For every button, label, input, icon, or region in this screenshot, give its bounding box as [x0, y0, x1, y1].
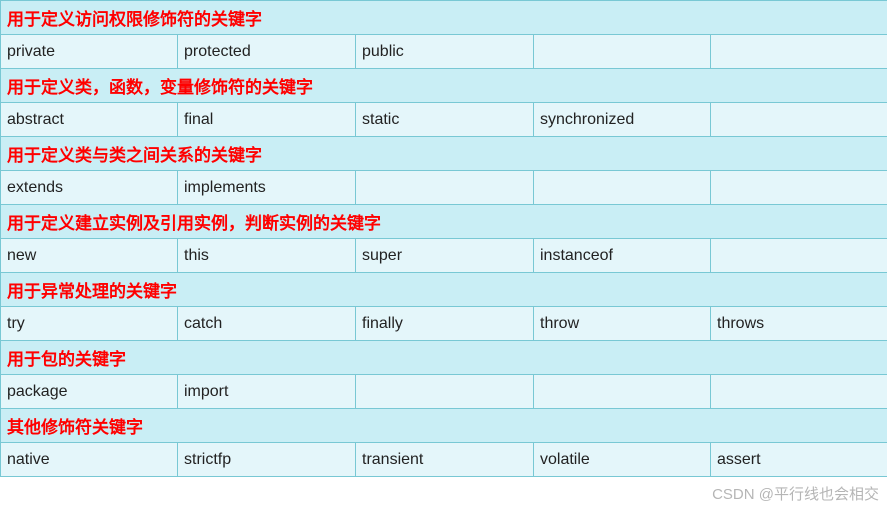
keywords-table: 用于定义访问权限修饰符的关键字 private protected public… — [0, 0, 887, 477]
keyword-cell: throw — [534, 307, 711, 341]
section-header: 其他修饰符关键字 — [1, 409, 887, 443]
keyword-cell — [534, 375, 711, 409]
section-title: 用于定义访问权限修饰符的关键字 — [1, 1, 887, 35]
section-title: 用于包的关键字 — [1, 341, 887, 375]
keyword-cell: protected — [178, 35, 356, 69]
table-row: try catch finally throw throws — [1, 307, 887, 341]
keyword-cell: assert — [711, 443, 887, 477]
keyword-cell: import — [178, 375, 356, 409]
section-header: 用于定义建立实例及引用实例，判断实例的关键字 — [1, 205, 887, 239]
keyword-cell: throws — [711, 307, 887, 341]
keyword-cell — [711, 239, 887, 273]
section-header: 用于定义访问权限修饰符的关键字 — [1, 1, 887, 35]
keyword-cell: catch — [178, 307, 356, 341]
keyword-cell — [356, 171, 534, 205]
keyword-cell — [711, 171, 887, 205]
keyword-cell — [534, 171, 711, 205]
section-header: 用于异常处理的关键字 — [1, 273, 887, 307]
table-row: package import — [1, 375, 887, 409]
keyword-cell — [711, 35, 887, 69]
keyword-cell — [711, 375, 887, 409]
keyword-cell: abstract — [1, 103, 178, 137]
section-header: 用于包的关键字 — [1, 341, 887, 375]
keyword-cell: private — [1, 35, 178, 69]
keyword-cell: public — [356, 35, 534, 69]
keyword-cell: extends — [1, 171, 178, 205]
keyword-cell — [534, 35, 711, 69]
keyword-cell: super — [356, 239, 534, 273]
keyword-cell: package — [1, 375, 178, 409]
keyword-cell: volatile — [534, 443, 711, 477]
keyword-cell — [711, 103, 887, 137]
keyword-cell: synchronized — [534, 103, 711, 137]
keyword-cell: final — [178, 103, 356, 137]
section-header: 用于定义类与类之间关系的关键字 — [1, 137, 887, 171]
section-title: 用于异常处理的关键字 — [1, 273, 887, 307]
keyword-cell: instanceof — [534, 239, 711, 273]
keyword-cell: transient — [356, 443, 534, 477]
keyword-cell: static — [356, 103, 534, 137]
table-row: new this super instanceof — [1, 239, 887, 273]
keyword-cell — [356, 375, 534, 409]
section-title: 用于定义类与类之间关系的关键字 — [1, 137, 887, 171]
table-row: native strictfp transient volatile asser… — [1, 443, 887, 477]
keyword-cell: new — [1, 239, 178, 273]
keyword-cell: native — [1, 443, 178, 477]
keyword-cell: try — [1, 307, 178, 341]
section-title: 用于定义类，函数，变量修饰符的关键字 — [1, 69, 887, 103]
table-row: abstract final static synchronized — [1, 103, 887, 137]
table-row: private protected public — [1, 35, 887, 69]
keyword-cell: finally — [356, 307, 534, 341]
section-header: 用于定义类，函数，变量修饰符的关键字 — [1, 69, 887, 103]
keyword-cell: strictfp — [178, 443, 356, 477]
section-title: 用于定义建立实例及引用实例，判断实例的关键字 — [1, 205, 887, 239]
keyword-cell: implements — [178, 171, 356, 205]
section-title: 其他修饰符关键字 — [1, 409, 887, 443]
table-row: extends implements — [1, 171, 887, 205]
keyword-cell: this — [178, 239, 356, 273]
watermark-text: CSDN @平行线也会相交 — [712, 483, 879, 504]
